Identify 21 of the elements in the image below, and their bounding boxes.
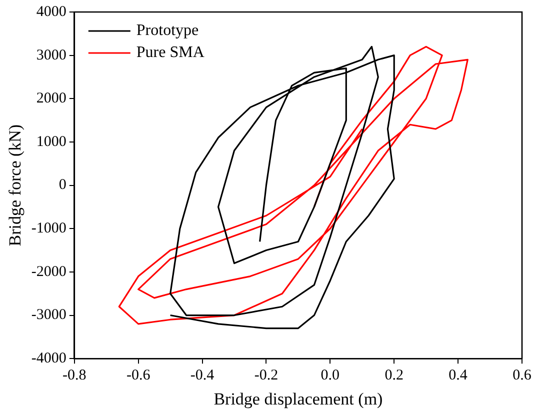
y-tick-label: 1000 xyxy=(36,134,66,150)
y-axis-title: Bridge force (kN) xyxy=(6,124,25,246)
x-tick-label: 0.6 xyxy=(512,368,532,384)
y-tick-label: 3000 xyxy=(36,47,66,64)
x-tick-label: 0.2 xyxy=(384,368,404,384)
x-tick-label: 0.0 xyxy=(320,368,340,384)
x-tick-label: 0.4 xyxy=(448,368,468,384)
x-tick-label: -0.4 xyxy=(190,368,215,384)
x-tick-label: -0.6 xyxy=(126,368,151,384)
x-axis-title: Bridge displacement (m) xyxy=(214,389,383,408)
y-tick-label: 2000 xyxy=(36,90,66,107)
legend-label: Prototype xyxy=(136,22,199,40)
y-tick-label: 4000 xyxy=(36,4,66,20)
legend-label: Pure SMA xyxy=(136,44,205,62)
y-tick-label: -4000 xyxy=(31,350,66,367)
x-tick-label: -0.8 xyxy=(62,368,86,384)
y-tick-label: 0 xyxy=(58,177,66,194)
y-tick-label: -3000 xyxy=(31,307,66,324)
x-tick-label: -0.2 xyxy=(254,368,278,384)
y-tick-label: -1000 xyxy=(31,220,66,237)
y-tick-label: -2000 xyxy=(31,264,66,280)
